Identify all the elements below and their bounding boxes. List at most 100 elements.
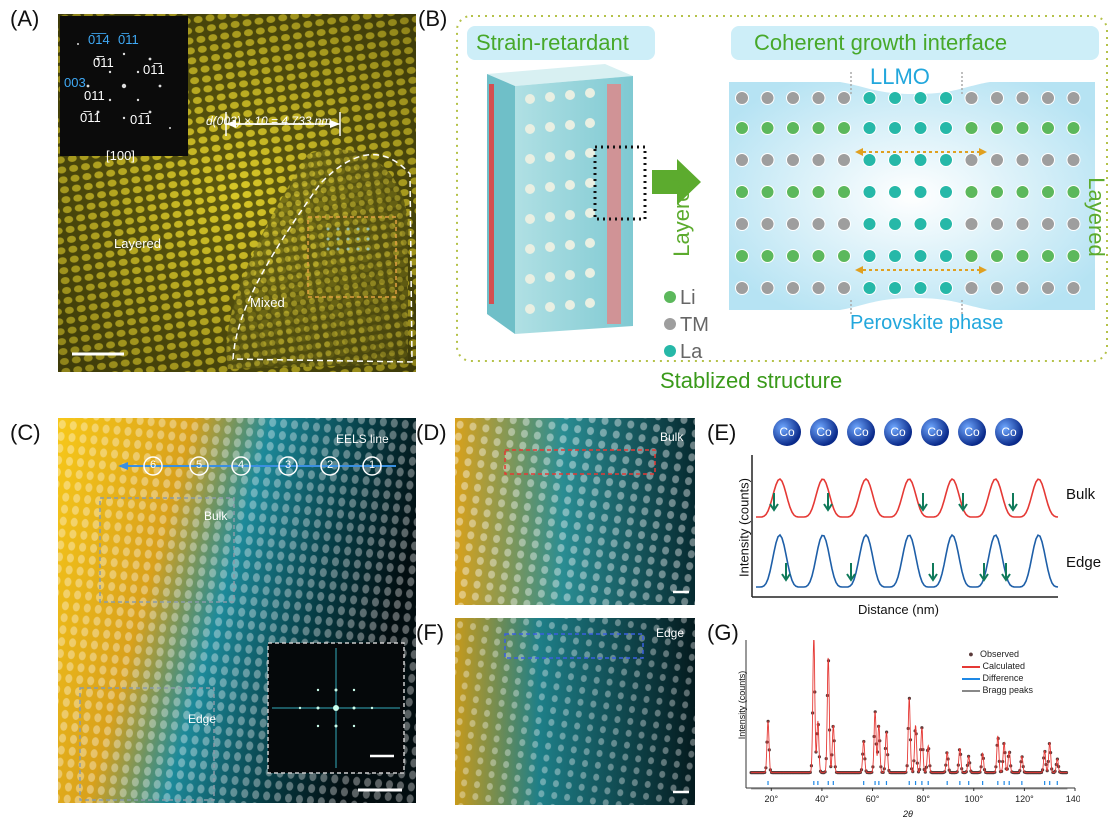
lattice-atom xyxy=(811,91,826,105)
lattice-atom xyxy=(888,185,902,199)
lattice-atom xyxy=(735,91,749,105)
bulk-series-label: Bulk xyxy=(1066,486,1096,503)
lattice-atom xyxy=(735,249,749,263)
g-legend: ● Observed Calculated Difference Bragg pe… xyxy=(962,648,1033,696)
panel-c-label: (C) xyxy=(10,420,41,445)
lattice-atom xyxy=(1066,121,1081,135)
pillar-top xyxy=(487,64,633,86)
measure-label: d(003) × 10 = 4.733 nm xyxy=(206,114,332,128)
lattice-atom xyxy=(862,153,877,167)
lattice-atom xyxy=(1066,91,1081,105)
fft-label-01-1b: 01̅1 xyxy=(130,112,152,127)
lattice-atom xyxy=(811,217,826,231)
lattice-atom xyxy=(939,121,953,135)
lattice-atom xyxy=(990,249,1004,263)
eels-point-5: 5 xyxy=(195,459,203,471)
panel-f-label: (F) xyxy=(416,620,445,645)
lattice-atom xyxy=(811,185,826,199)
green-arrow xyxy=(652,159,701,205)
legend-tm: TM xyxy=(680,314,709,336)
lattice-atom xyxy=(1015,121,1030,135)
valley-arrow xyxy=(958,493,968,512)
layered-left-label: Layered xyxy=(669,177,694,257)
panel-d-tag: Bulk xyxy=(660,430,684,444)
lattice-atom xyxy=(760,91,775,105)
lattice-atom xyxy=(735,185,749,199)
lattice-atom xyxy=(888,153,902,167)
eels-point-3: 3 xyxy=(284,459,292,471)
lattice-atom xyxy=(888,217,902,231)
lattice-atom xyxy=(990,281,1004,295)
lattice-atom xyxy=(837,217,851,231)
legend-li-dot xyxy=(664,291,676,303)
lattice-atom xyxy=(913,185,928,199)
edge-profile-line xyxy=(756,533,1059,588)
valley-arrow xyxy=(928,563,938,582)
lattice-atom xyxy=(939,185,953,199)
zone-axis-label: [100] xyxy=(106,148,135,163)
e-xlabel: Distance (nm) xyxy=(858,602,939,617)
legend-li: Li xyxy=(680,287,696,309)
lattice-atom xyxy=(1015,185,1030,199)
co-atom-icon: Co xyxy=(995,418,1023,446)
x-tick-label: 40° xyxy=(815,794,829,804)
lattice-atom xyxy=(837,91,851,105)
x-tick-label: 60° xyxy=(866,794,880,804)
lattice-atom xyxy=(1066,249,1081,263)
co-atom-icon: Co xyxy=(958,418,986,446)
lattice-atom xyxy=(888,121,902,135)
lattice-atom xyxy=(1066,281,1081,295)
lattice-atom xyxy=(964,121,979,135)
strain-title: Strain-retardant xyxy=(476,30,629,55)
lattice-atom xyxy=(1015,249,1030,263)
lattice-atom xyxy=(862,91,877,105)
x-tick-label: 140° xyxy=(1066,794,1080,804)
lattice-atom xyxy=(1041,249,1055,263)
lattice-atom xyxy=(964,249,979,263)
stabilized-caption: Stablized structure xyxy=(660,368,843,393)
panel-d-label: (D) xyxy=(416,420,447,445)
lattice-atom xyxy=(913,281,928,295)
lattice-atom xyxy=(862,121,877,135)
edge-region-label: Edge xyxy=(188,712,217,726)
lattice-atom xyxy=(964,185,979,199)
lattice-atom xyxy=(964,153,979,167)
lattice-atom xyxy=(913,121,928,135)
lattice-atom xyxy=(786,217,800,231)
mixed-region-label: Mixed xyxy=(250,295,285,310)
lattice-atom xyxy=(1066,153,1081,167)
lattice-atom xyxy=(862,249,877,263)
lattice-atom xyxy=(786,153,800,167)
bulk-line-box xyxy=(504,449,656,475)
panel-e-plot xyxy=(751,455,1059,598)
panel-d-image xyxy=(455,418,695,605)
lattice-atom xyxy=(862,185,877,199)
panel-f-tag: Edge xyxy=(656,626,685,640)
lattice-atom xyxy=(939,217,953,231)
lattice-atom xyxy=(837,281,851,295)
zoom-box xyxy=(593,145,647,221)
fft-label-011d: 0̅11 xyxy=(80,110,101,125)
lattice-atom xyxy=(1015,91,1030,105)
lattice-atom xyxy=(939,91,953,105)
panel-e-label: (E) xyxy=(707,420,737,445)
lattice-atom xyxy=(1041,281,1055,295)
lattice-atom xyxy=(811,281,826,295)
mixed-region-outline xyxy=(232,153,413,363)
perovskite-label: Perovskite phase xyxy=(850,312,1004,334)
valley-arrow xyxy=(823,493,833,512)
lattice-atom xyxy=(837,121,851,135)
x-tick-label: 80° xyxy=(916,794,930,804)
layered-region-label: Layered xyxy=(114,236,161,251)
eels-point-1: 1 xyxy=(368,459,376,471)
panel-b-label: (B) xyxy=(418,6,448,31)
fft-label-011a: 0̅11 xyxy=(118,32,139,47)
fft-label-014: 0̅1̅4 xyxy=(88,32,110,47)
lattice-atom xyxy=(760,249,775,263)
fft-label-003: 003 xyxy=(64,75,86,90)
lattice-atom xyxy=(1066,217,1081,231)
lattice-atom xyxy=(913,153,928,167)
lattice-atom xyxy=(939,281,953,295)
lattice-atom xyxy=(990,121,1004,135)
lattice-atom xyxy=(862,217,877,231)
